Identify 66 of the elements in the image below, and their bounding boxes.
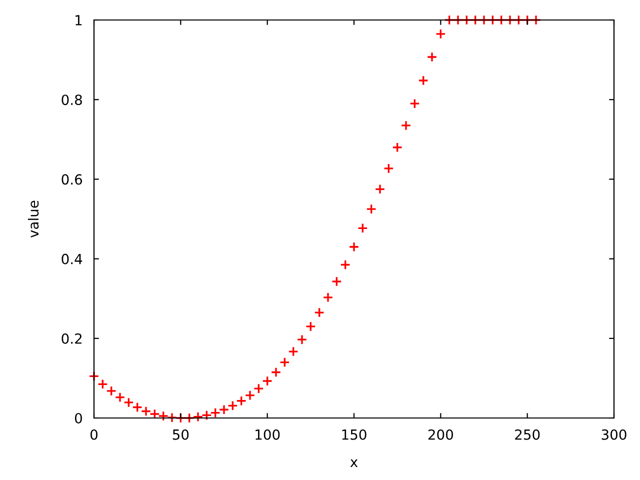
- point: [461, 14, 472, 26]
- x-tick-label: 100: [256, 429, 280, 440]
- point: [201, 410, 212, 420]
- point: [366, 204, 377, 214]
- point: [106, 386, 117, 396]
- point: [478, 14, 490, 26]
- y-tick-label: 0.2: [62, 333, 82, 344]
- point: [123, 397, 134, 408]
- point: [530, 14, 542, 26]
- point: [357, 222, 368, 234]
- point: [331, 276, 342, 287]
- point: [262, 376, 273, 386]
- point: [97, 378, 108, 390]
- x-tick-label: 50: [172, 429, 189, 440]
- point: [227, 400, 238, 411]
- point: [314, 307, 325, 318]
- point: [166, 412, 178, 423]
- point: [513, 14, 524, 26]
- point: [374, 184, 386, 194]
- y-tick-label: 1: [76, 15, 82, 26]
- point: [114, 392, 126, 403]
- point: [218, 404, 230, 415]
- point: [348, 242, 360, 252]
- point: [279, 357, 290, 368]
- y-tick-label: 0.4: [62, 254, 82, 264]
- point: [400, 120, 412, 131]
- point: [132, 402, 143, 412]
- x-tick-label: 0: [90, 429, 98, 440]
- point: [426, 52, 438, 62]
- point: [253, 383, 264, 394]
- point: [340, 260, 351, 270]
- point: [210, 408, 221, 418]
- point: [522, 14, 533, 26]
- point: [418, 75, 429, 86]
- point: [296, 334, 308, 345]
- point: [88, 370, 100, 382]
- x-tick-label: 150: [342, 429, 366, 440]
- point: [175, 412, 186, 424]
- x-tick-label: 250: [515, 429, 540, 440]
- point: [392, 142, 403, 153]
- point: [435, 28, 446, 40]
- point: [322, 292, 334, 303]
- point: [409, 98, 420, 109]
- point: [184, 412, 195, 424]
- point: [236, 396, 247, 406]
- point: [244, 390, 256, 401]
- x-axis-title: x: [350, 459, 358, 467]
- point: [158, 410, 169, 422]
- y-tick-label: 0.8: [62, 94, 82, 106]
- point: [444, 14, 455, 26]
- y-tick-label: 0.6: [62, 174, 82, 185]
- point: [470, 14, 481, 26]
- point: [504, 14, 516, 26]
- point: [140, 406, 152, 416]
- point: [496, 14, 507, 26]
- point: [487, 14, 498, 26]
- point: [288, 346, 299, 357]
- x-tick-label: 300: [602, 429, 626, 440]
- y-axis-title: value: [28, 200, 39, 238]
- x-tick-label: 200: [428, 429, 453, 440]
- point: [383, 163, 394, 174]
- point: [192, 412, 204, 422]
- point: [305, 321, 316, 332]
- point: [270, 367, 282, 378]
- point: [452, 14, 464, 26]
- y-tick-label: 0: [74, 412, 82, 424]
